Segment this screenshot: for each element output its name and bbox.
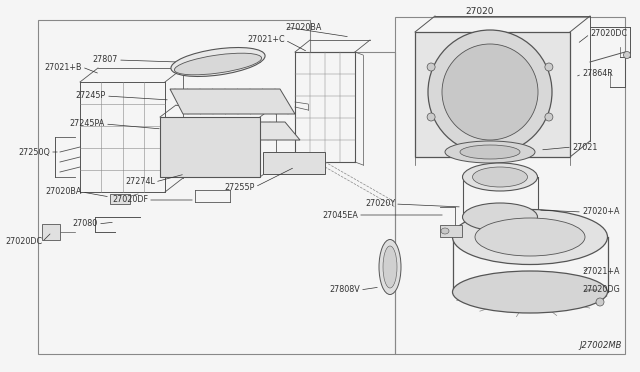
Text: 27020DG: 27020DG bbox=[582, 285, 620, 295]
Circle shape bbox=[545, 63, 553, 71]
Text: 27021+B: 27021+B bbox=[45, 62, 82, 71]
Circle shape bbox=[596, 298, 604, 306]
Polygon shape bbox=[110, 194, 130, 204]
Polygon shape bbox=[170, 89, 295, 114]
Text: 27020DF: 27020DF bbox=[112, 196, 148, 205]
Ellipse shape bbox=[460, 145, 520, 159]
Ellipse shape bbox=[452, 209, 607, 264]
Text: 27808V: 27808V bbox=[329, 285, 360, 295]
Text: 27255P: 27255P bbox=[225, 183, 255, 192]
Polygon shape bbox=[42, 224, 60, 240]
Text: 27245P: 27245P bbox=[76, 92, 106, 100]
Ellipse shape bbox=[463, 203, 538, 231]
Polygon shape bbox=[440, 225, 462, 237]
Ellipse shape bbox=[472, 167, 527, 187]
Ellipse shape bbox=[383, 246, 397, 288]
Polygon shape bbox=[162, 122, 300, 140]
Circle shape bbox=[428, 30, 552, 154]
Text: 27080: 27080 bbox=[73, 219, 98, 228]
Text: J27002MB: J27002MB bbox=[580, 341, 622, 350]
Text: 27807: 27807 bbox=[93, 55, 118, 64]
Polygon shape bbox=[415, 32, 570, 157]
Circle shape bbox=[427, 63, 435, 71]
Ellipse shape bbox=[441, 228, 449, 234]
Text: 27864R: 27864R bbox=[582, 70, 612, 78]
Polygon shape bbox=[160, 117, 260, 177]
Text: 27021: 27021 bbox=[572, 142, 597, 151]
Ellipse shape bbox=[452, 271, 607, 313]
Ellipse shape bbox=[445, 141, 535, 163]
Ellipse shape bbox=[475, 218, 585, 256]
Text: 27020DC: 27020DC bbox=[590, 29, 627, 38]
Text: 27020+A: 27020+A bbox=[582, 208, 620, 217]
Text: 27045EA: 27045EA bbox=[322, 211, 358, 219]
Text: 27274L: 27274L bbox=[125, 177, 155, 186]
Circle shape bbox=[623, 51, 630, 58]
Polygon shape bbox=[263, 152, 325, 174]
Ellipse shape bbox=[379, 240, 401, 295]
Text: 27020Y: 27020Y bbox=[365, 199, 395, 208]
Ellipse shape bbox=[175, 53, 262, 75]
Ellipse shape bbox=[171, 48, 265, 77]
Text: 27020BA: 27020BA bbox=[285, 22, 321, 32]
Text: 27020: 27020 bbox=[466, 7, 494, 16]
Text: 27020BA: 27020BA bbox=[45, 187, 82, 196]
Text: 27250Q: 27250Q bbox=[18, 148, 50, 157]
Ellipse shape bbox=[463, 163, 538, 191]
Circle shape bbox=[442, 44, 538, 140]
Text: 27020DC: 27020DC bbox=[5, 237, 42, 247]
Circle shape bbox=[427, 113, 435, 121]
Text: 27021+C: 27021+C bbox=[248, 35, 285, 45]
Text: 27245PA: 27245PA bbox=[70, 119, 105, 128]
Text: 27021+A: 27021+A bbox=[582, 267, 620, 276]
Circle shape bbox=[545, 113, 553, 121]
